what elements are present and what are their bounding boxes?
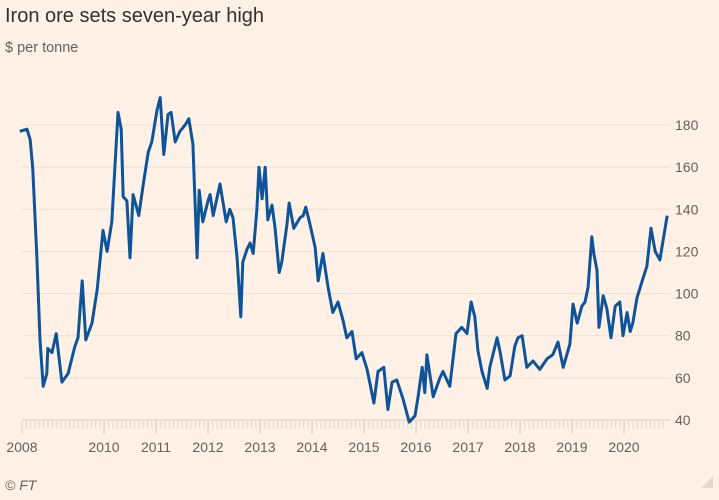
chart-subtitle: $ per tonne [5,40,79,56]
chart-title: Iron ore sets seven-year high [5,5,265,27]
x-tick-label: 2010 [88,439,119,455]
y-tick-label: 60 [675,370,691,386]
series-line-iron-ore [19,96,669,424]
x-tick-label: 2018 [504,439,535,455]
y-tick-label: 40 [675,412,691,428]
x-tick-label: 2011 [141,439,171,455]
x-tick-label: 2012 [192,439,223,455]
y-tick-label: 80 [675,328,691,344]
series-lines [19,96,669,424]
x-tick-label: 2014 [296,439,327,455]
y-tick-label: 160 [675,159,699,175]
y-tick-label: 100 [675,286,699,302]
source-credit: © FT [5,477,37,493]
x-tick-label: 2015 [348,439,379,455]
y-tick-label: 140 [675,201,699,217]
y-tick-label: 180 [675,117,699,133]
x-axis: 2008 2010 2011 2012 2013 2014 2015 2016 2017 2018… [6,421,664,455]
x-tick-label: 2020 [608,439,639,455]
x-tick-label: 2019 [556,439,587,455]
resize-handle-icon[interactable] [701,476,713,488]
x-tick-label: 2008 [6,439,37,455]
x-tick-label: 2016 [400,439,431,455]
x-tick-label: 2013 [244,439,275,455]
x-tick-label: 2017 [452,439,483,455]
gridlines [22,124,670,421]
y-tick-label: 120 [675,243,699,259]
y-axis: 40 60 80 100 120 140 160 180 [675,117,699,428]
